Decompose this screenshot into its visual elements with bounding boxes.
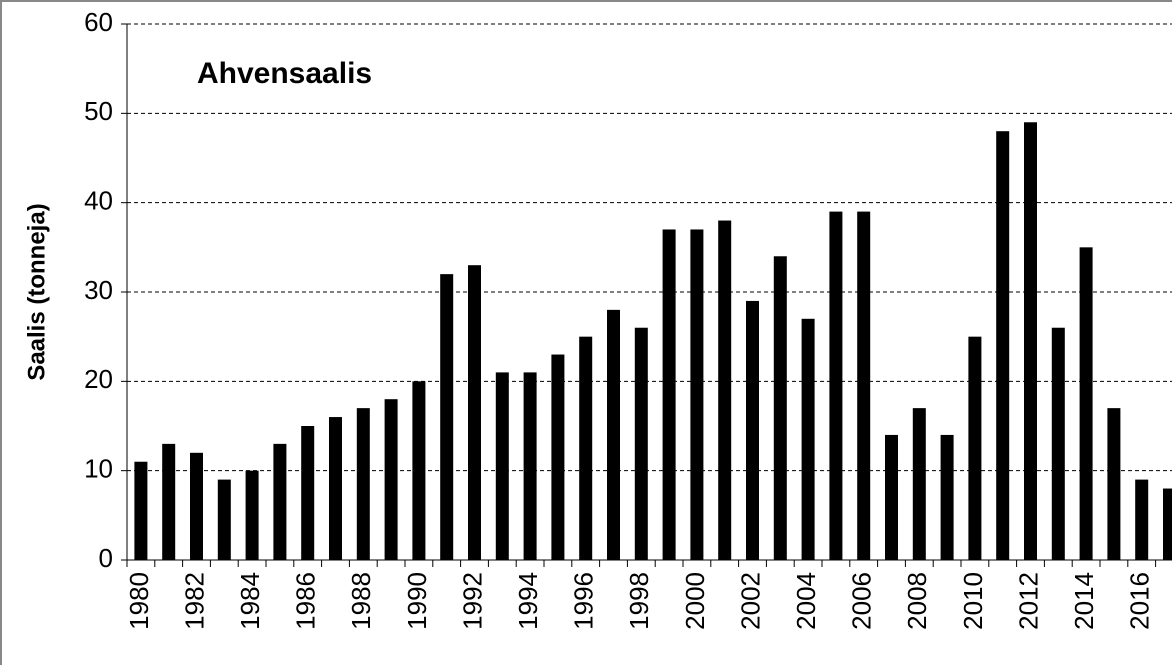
bar bbox=[968, 336, 982, 560]
bar bbox=[190, 452, 203, 560]
bar bbox=[607, 309, 620, 560]
x-tick-label: 1998 bbox=[624, 572, 654, 630]
x-tick-label: 2006 bbox=[847, 572, 877, 630]
bar bbox=[746, 300, 759, 560]
bar bbox=[134, 461, 148, 560]
y-tick-label: 20 bbox=[84, 364, 113, 394]
bar bbox=[1051, 327, 1065, 560]
x-tick-label: 2010 bbox=[958, 572, 988, 630]
x-tick-label: 1994 bbox=[513, 572, 543, 630]
bar bbox=[468, 265, 481, 560]
bar bbox=[801, 318, 815, 560]
x-tick-label: 1990 bbox=[402, 572, 432, 630]
y-axis-label: Saalis (tonneja) bbox=[23, 203, 50, 380]
bar bbox=[662, 229, 676, 560]
x-tick-label: 2014 bbox=[1069, 572, 1099, 630]
bar bbox=[579, 336, 593, 560]
bar bbox=[551, 354, 565, 560]
bar bbox=[1107, 408, 1121, 560]
y-tick-label: 10 bbox=[84, 454, 113, 484]
y-tick-label: 30 bbox=[84, 275, 113, 305]
bar bbox=[440, 274, 454, 560]
bar bbox=[523, 372, 537, 560]
bar bbox=[412, 381, 426, 560]
y-tick-label: 60 bbox=[84, 7, 113, 37]
x-tick-label: 2012 bbox=[1013, 572, 1043, 630]
y-tick-label: 0 bbox=[99, 543, 113, 573]
bar bbox=[356, 408, 370, 560]
chart-title: Ahvensaalis bbox=[197, 57, 372, 90]
bar bbox=[857, 211, 871, 560]
x-tick-label: 1984 bbox=[235, 572, 265, 630]
bar bbox=[940, 434, 954, 560]
y-tick-label: 40 bbox=[84, 186, 113, 216]
y-tick-label: 50 bbox=[84, 96, 113, 126]
bar bbox=[1024, 122, 1037, 561]
bar bbox=[273, 443, 287, 560]
bar bbox=[384, 399, 398, 560]
x-tick-label: 1986 bbox=[291, 572, 321, 630]
x-tick-label: 2004 bbox=[791, 572, 821, 630]
bar bbox=[301, 426, 315, 560]
bar bbox=[1163, 488, 1172, 560]
bar bbox=[1135, 479, 1149, 560]
bar bbox=[718, 220, 732, 561]
bar bbox=[495, 372, 509, 560]
x-tick-label: 1980 bbox=[124, 572, 154, 630]
x-tick-label: 2016 bbox=[1125, 572, 1155, 630]
bar bbox=[634, 327, 648, 560]
x-tick-label: 2008 bbox=[902, 572, 932, 630]
x-tick-label: 1996 bbox=[569, 572, 599, 630]
x-tick-label: 1988 bbox=[346, 572, 376, 630]
bar bbox=[829, 211, 843, 560]
bar bbox=[996, 131, 1010, 560]
bar bbox=[912, 408, 926, 560]
bar bbox=[1079, 247, 1093, 561]
x-tick-label: 2002 bbox=[735, 572, 765, 630]
x-tick-label: 2000 bbox=[680, 572, 710, 630]
bar bbox=[245, 470, 259, 560]
bar bbox=[217, 479, 231, 560]
bar bbox=[885, 434, 898, 560]
x-tick-label: 1982 bbox=[179, 572, 209, 630]
x-tick-label: 1992 bbox=[457, 572, 487, 630]
bar bbox=[162, 443, 176, 560]
bar bbox=[329, 417, 342, 560]
bar bbox=[690, 229, 704, 560]
bar bbox=[773, 256, 787, 560]
